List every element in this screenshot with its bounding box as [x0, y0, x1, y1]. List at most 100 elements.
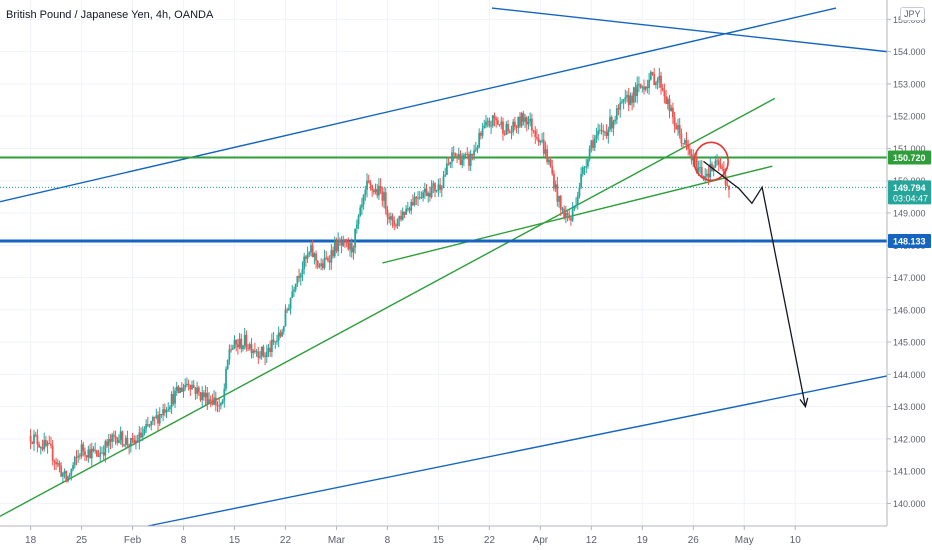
candle-body	[485, 121, 487, 126]
candle-body	[660, 75, 662, 88]
candle-body	[123, 444, 125, 446]
time-tick-label: 18	[25, 535, 37, 546]
price-label: 149.794	[893, 183, 926, 193]
candle-body	[530, 118, 533, 131]
candle-body	[605, 131, 608, 136]
time-tick-label: 22	[280, 535, 292, 546]
candle-body	[413, 196, 416, 205]
candle-body	[372, 190, 375, 193]
candle-body	[78, 455, 81, 457]
candle-body	[576, 195, 579, 206]
candle-body	[621, 101, 623, 103]
candle-body	[56, 463, 59, 465]
candle-body	[321, 263, 324, 268]
candle-body	[240, 338, 243, 350]
price-label-bg	[888, 233, 931, 248]
candle-body	[403, 211, 406, 215]
candle-body	[410, 202, 413, 211]
candle-body	[643, 86, 645, 90]
candle-body	[534, 131, 537, 137]
candle-body	[469, 153, 472, 166]
candle-body	[226, 359, 229, 369]
time-tick-label: 26	[688, 535, 700, 546]
time-tick-label: Feb	[124, 535, 142, 546]
candle-body	[286, 309, 289, 311]
candle-body	[702, 176, 705, 179]
candle-body	[386, 209, 389, 217]
candle-body	[196, 387, 199, 394]
candle-body	[129, 438, 132, 447]
candle-body	[651, 72, 654, 75]
candle-body	[369, 182, 372, 186]
price-tick-label: 146.000	[893, 305, 926, 315]
candle-body	[532, 130, 535, 132]
price-tick-label: 151.000	[893, 144, 926, 154]
candle-body	[238, 338, 241, 348]
candle-body	[357, 216, 360, 225]
candle-body	[393, 220, 396, 226]
candle-body	[349, 243, 351, 250]
candle-body	[277, 332, 280, 341]
candle-body	[68, 474, 71, 477]
candle-body	[379, 185, 382, 192]
candle-body	[325, 257, 328, 259]
candle-body	[55, 461, 57, 465]
candle-body	[179, 387, 182, 393]
candle-body	[590, 140, 593, 149]
trendline	[147, 375, 888, 527]
candle-body	[588, 148, 591, 160]
candle-body	[235, 339, 238, 345]
candle-body	[177, 386, 180, 393]
candle-body	[400, 216, 402, 220]
time-tick-label: 22	[484, 535, 496, 546]
candle-body	[604, 131, 606, 133]
candle-body	[685, 140, 688, 146]
candle-body	[206, 392, 209, 405]
candle-body	[269, 347, 272, 353]
candle-body	[231, 348, 234, 350]
candle-body	[112, 434, 115, 437]
candle-body	[464, 154, 467, 155]
candle-body	[447, 163, 450, 165]
candle-body	[287, 308, 290, 311]
candle-body	[677, 125, 679, 130]
time-tick-label: 8	[385, 535, 391, 546]
candle-body	[138, 432, 141, 443]
candle-body	[118, 440, 120, 443]
candle-body	[301, 268, 304, 275]
candle-body	[721, 166, 724, 169]
candle-body	[337, 239, 340, 252]
candle-body	[75, 457, 78, 458]
candle-body	[619, 102, 622, 110]
candle-body	[655, 82, 657, 86]
candle-body	[53, 460, 56, 462]
candle-body	[527, 121, 530, 125]
candle-body	[671, 107, 674, 118]
candle-body	[396, 219, 399, 226]
price-label-bg	[888, 150, 931, 165]
candle-body	[508, 131, 511, 133]
candle-body	[111, 434, 114, 442]
candle-body	[692, 156, 695, 161]
annotations-layer	[693, 141, 809, 409]
candle-body	[34, 434, 37, 436]
time-tick-label: Mar	[328, 535, 346, 546]
candle-body	[617, 108, 620, 110]
candle-body	[313, 253, 316, 257]
candle-body	[236, 344, 239, 348]
currency-badge[interactable]: JPY	[900, 7, 925, 21]
candle-body	[515, 127, 518, 128]
trendline	[0, 7, 837, 203]
candle-body	[141, 433, 144, 438]
candle-body	[150, 421, 153, 426]
price-label-countdown: 03:04:47	[893, 193, 928, 203]
candle-body	[333, 241, 336, 257]
candle-body	[228, 349, 231, 360]
candle-body	[479, 132, 482, 136]
candle-body	[328, 260, 331, 263]
candle-body	[220, 403, 222, 406]
candle-body	[571, 209, 574, 221]
candle-body	[362, 194, 365, 205]
candle-body	[425, 188, 428, 197]
